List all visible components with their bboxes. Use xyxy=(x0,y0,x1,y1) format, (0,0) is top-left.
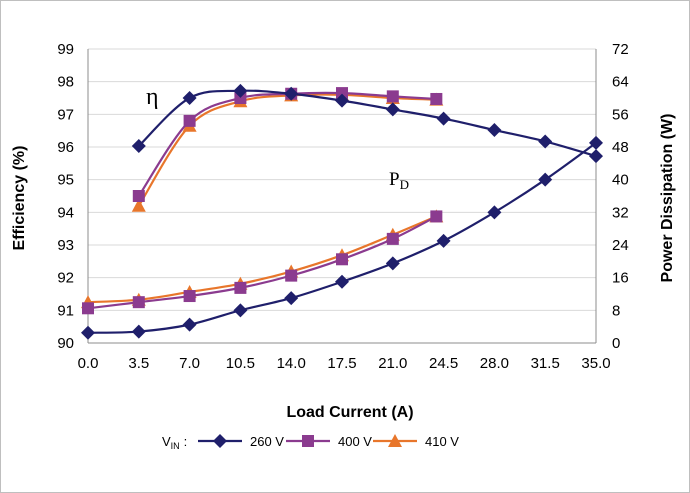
y-tick-label: 99 xyxy=(57,41,74,58)
power-point xyxy=(234,281,247,294)
y2-tick-label: 32 xyxy=(612,204,629,221)
power-point xyxy=(82,302,94,315)
legend-label: 260 V xyxy=(250,434,284,449)
power-point xyxy=(487,205,502,220)
y-tick-label: 96 xyxy=(57,139,74,156)
y2-tick-label: 40 xyxy=(612,172,629,189)
x-tick-label: 35.0 xyxy=(581,355,610,372)
y2-axis-ticks: 0 8 16 24 32 40 48 56 64 72 xyxy=(612,41,629,352)
y-tick-label: 92 xyxy=(57,270,74,287)
y-tick-label: 97 xyxy=(57,106,74,123)
x-tick-label: 31.5 xyxy=(531,355,560,372)
x-axis-ticks: 0.0 3.5 7.0 10.5 14.0 17.5 21.0 24.5 28.0 31.5 35.… xyxy=(78,355,611,372)
legend-label: 410 V xyxy=(425,434,459,449)
y2-tick-label: 8 xyxy=(612,302,620,319)
power-point xyxy=(336,253,348,266)
y-tick-label: 93 xyxy=(57,237,74,254)
efficiency-point xyxy=(430,92,443,105)
efficiency-point xyxy=(538,134,553,149)
efficiency-point xyxy=(183,114,196,127)
efficiency-point xyxy=(487,123,502,138)
power-point xyxy=(589,135,603,150)
power-line-410v xyxy=(87,215,437,304)
efficiency-point xyxy=(234,92,247,104)
power-point xyxy=(131,324,146,339)
efficiency-point xyxy=(336,87,348,100)
power-point xyxy=(183,290,196,303)
y-tick-label: 98 xyxy=(57,74,74,91)
y2-tick-label: 24 xyxy=(612,237,629,254)
gridlines xyxy=(88,48,596,311)
efficiency-point xyxy=(386,90,399,103)
efficiency-line-260v xyxy=(138,89,597,158)
y2-tick-label: 48 xyxy=(612,139,629,156)
x-tick-label: 17.5 xyxy=(327,355,356,372)
power-point xyxy=(386,232,399,245)
x-tick-label: 7.0 xyxy=(179,355,200,372)
y2-tick-label: 0 xyxy=(612,335,620,352)
efficiency-point xyxy=(436,111,451,126)
power-annotation: PD xyxy=(389,169,409,192)
efficiency-point xyxy=(335,93,349,108)
y-axis-ticks: 90 91 92 93 94 95 96 97 98 99 xyxy=(57,41,74,352)
y2-tick-label: 64 xyxy=(612,74,629,91)
x-tick-label: 28.0 xyxy=(480,355,509,372)
y-tick-label: 90 xyxy=(57,335,74,352)
power-point xyxy=(182,317,197,332)
efficiency-point xyxy=(131,139,146,154)
axes xyxy=(87,49,597,344)
x-tick-label: 3.5 xyxy=(128,355,149,372)
y2-axis-title: Power Dissipation (W) xyxy=(659,114,676,283)
efficiency-annotation: η xyxy=(146,84,159,110)
x-tick-label: 21.0 xyxy=(378,355,407,372)
legend: VIN: 260 V 400 V 410 V xyxy=(162,434,459,451)
power-point xyxy=(81,325,95,340)
efficiency-point xyxy=(385,102,400,117)
power-point xyxy=(430,210,443,223)
x-axis-title: Load Current (A) xyxy=(286,404,413,421)
series-group xyxy=(81,83,603,340)
power-point xyxy=(284,291,299,306)
legend-label: 400 V xyxy=(338,434,372,449)
x-tick-label: 10.5 xyxy=(226,355,255,372)
power-point xyxy=(385,256,400,271)
x-tick-label: 24.5 xyxy=(429,355,458,372)
x-tick-label: 14.0 xyxy=(277,355,306,372)
efficiency-point xyxy=(589,149,603,164)
power-line-260v xyxy=(87,142,597,334)
y-axis-title: Efficiency (%) xyxy=(11,146,28,251)
power-point xyxy=(285,269,298,282)
legend-marker xyxy=(302,435,314,447)
y2-tick-label: 72 xyxy=(612,41,629,58)
power-point xyxy=(436,233,451,248)
power-point xyxy=(132,296,145,309)
y2-tick-label: 16 xyxy=(612,270,629,287)
y-tick-label: 91 xyxy=(57,302,74,319)
x-tick-label: 0.0 xyxy=(78,355,99,372)
y-tick-label: 95 xyxy=(57,172,74,189)
power-line-400v xyxy=(87,215,437,310)
legend-prefix: VIN: xyxy=(162,434,187,451)
legend-marker xyxy=(388,434,402,447)
efficiency-point xyxy=(131,198,146,212)
efficiency-point xyxy=(233,83,248,98)
efficiency-point xyxy=(284,86,299,101)
legend-marker xyxy=(213,434,227,448)
power-point xyxy=(538,172,553,187)
efficiency-point xyxy=(132,190,145,202)
y-tick-label: 94 xyxy=(57,204,74,221)
power-point xyxy=(335,274,349,289)
power-point xyxy=(233,303,248,318)
efficiency-point xyxy=(182,91,197,105)
y2-tick-label: 56 xyxy=(612,106,629,123)
